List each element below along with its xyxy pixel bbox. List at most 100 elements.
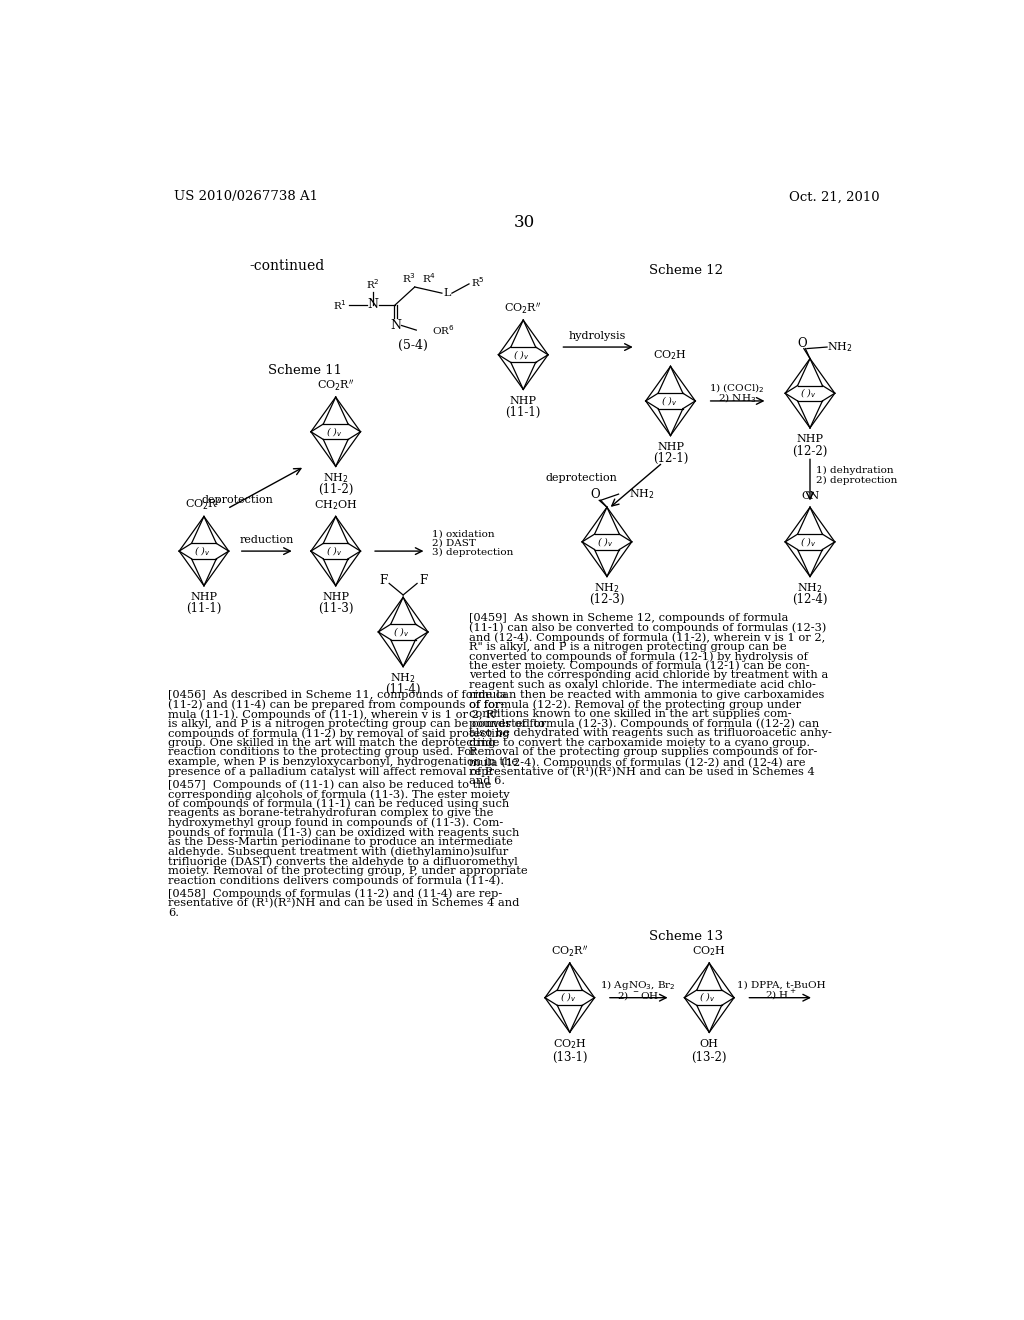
Text: 2) deprotection: 2) deprotection bbox=[816, 475, 898, 484]
Text: R$^5$: R$^5$ bbox=[471, 276, 485, 289]
Text: NHP: NHP bbox=[190, 593, 217, 602]
Text: conditions known to one skilled in the art supplies com-: conditions known to one skilled in the a… bbox=[469, 709, 792, 719]
Text: deprotection: deprotection bbox=[202, 495, 273, 506]
Text: compounds of formula (11-2) by removal of said protecting: compounds of formula (11-2) by removal o… bbox=[168, 729, 510, 739]
Text: OH: OH bbox=[699, 1039, 719, 1049]
Text: R$^3$: R$^3$ bbox=[401, 271, 416, 285]
Text: 1) oxidation: 1) oxidation bbox=[432, 529, 495, 539]
Text: (11-3): (11-3) bbox=[317, 602, 353, 615]
Text: N: N bbox=[390, 319, 400, 333]
Text: CO$_2$H: CO$_2$H bbox=[653, 348, 687, 362]
Text: (11-1): (11-1) bbox=[506, 407, 541, 418]
Text: F: F bbox=[419, 574, 427, 587]
Text: ( )$_v$: ( )$_v$ bbox=[800, 387, 817, 400]
Text: of compounds of formula (11-1) can be reduced using such: of compounds of formula (11-1) can be re… bbox=[168, 799, 510, 809]
Text: O: O bbox=[591, 487, 600, 500]
Text: reagents as borane-tetrahydrofuran complex to give the: reagents as borane-tetrahydrofuran compl… bbox=[168, 808, 494, 818]
Text: resentative of (R¹)(R²)NH and can be used in Schemes 4 and: resentative of (R¹)(R²)NH and can be use… bbox=[168, 898, 519, 908]
Text: of formula (12-2). Removal of the protecting group under: of formula (12-2). Removal of the protec… bbox=[469, 700, 801, 710]
Text: NHP: NHP bbox=[323, 593, 349, 602]
Text: mula (12-4). Compounds of formulas (12-2) and (12-4) are: mula (12-4). Compounds of formulas (12-2… bbox=[469, 758, 806, 768]
Text: ( )$_v$: ( )$_v$ bbox=[326, 425, 343, 438]
Text: CN: CN bbox=[801, 491, 819, 500]
Text: also be dehydrated with reagents such as trifluoroacetic anhy-: also be dehydrated with reagents such as… bbox=[469, 729, 831, 738]
Text: Removal of the protecting group supplies compounds of for-: Removal of the protecting group supplies… bbox=[469, 747, 817, 758]
Text: hydroxymethyl group found in compounds of (11-3). Com-: hydroxymethyl group found in compounds o… bbox=[168, 818, 504, 829]
Text: ( )$_v$: ( )$_v$ bbox=[194, 544, 211, 558]
Text: ride can then be reacted with ammonia to give carboxamides: ride can then be reacted with ammonia to… bbox=[469, 689, 824, 700]
Text: dride to convert the carboxamide moiety to a cyano group.: dride to convert the carboxamide moiety … bbox=[469, 738, 810, 748]
Text: ( )$_v$: ( )$_v$ bbox=[393, 626, 410, 639]
Text: 2) DAST: 2) DAST bbox=[432, 539, 476, 548]
Text: 2) $^-$OH: 2) $^-$OH bbox=[616, 989, 659, 1002]
Text: R$^2$: R$^2$ bbox=[366, 277, 380, 290]
Text: NH$_2$: NH$_2$ bbox=[797, 581, 823, 595]
Text: ( )$_v$: ( )$_v$ bbox=[513, 348, 530, 362]
Text: NHP: NHP bbox=[510, 396, 537, 407]
Text: Scheme 11: Scheme 11 bbox=[267, 363, 342, 376]
Text: R$^4$: R$^4$ bbox=[422, 271, 436, 285]
Text: 1) AgNO$_3$, Br$_2$: 1) AgNO$_3$, Br$_2$ bbox=[600, 978, 676, 993]
Text: Scheme 12: Scheme 12 bbox=[649, 264, 723, 277]
Text: mula (11-1). Compounds of (11-1), wherein v is 1 or 2, R": mula (11-1). Compounds of (11-1), wherei… bbox=[168, 709, 500, 719]
Text: CH$_2$OH: CH$_2$OH bbox=[313, 498, 357, 512]
Text: NH$_2$: NH$_2$ bbox=[594, 581, 620, 595]
Text: CO$_2$R$^{\prime\prime}$: CO$_2$R$^{\prime\prime}$ bbox=[316, 378, 354, 393]
Text: ( )$_v$: ( )$_v$ bbox=[597, 535, 613, 549]
Text: 1) DPPA, t-BuOH: 1) DPPA, t-BuOH bbox=[737, 981, 825, 990]
Text: NHP: NHP bbox=[657, 442, 684, 453]
Text: pounds of formula (12-3). Compounds of formula ((12-2) can: pounds of formula (12-3). Compounds of f… bbox=[469, 718, 819, 729]
Text: 3) deprotection: 3) deprotection bbox=[432, 548, 513, 557]
Text: (13-1): (13-1) bbox=[552, 1051, 588, 1064]
Text: ( )$_v$: ( )$_v$ bbox=[326, 544, 343, 558]
Text: group. One skilled in the art will match the deprotecting: group. One skilled in the art will match… bbox=[168, 738, 496, 748]
Text: NH$_2$: NH$_2$ bbox=[390, 672, 416, 685]
Text: [0459]  As shown in Scheme 12, compounds of formula: [0459] As shown in Scheme 12, compounds … bbox=[469, 612, 788, 623]
Text: [0457]  Compounds of (11-1) can also be reduced to the: [0457] Compounds of (11-1) can also be r… bbox=[168, 779, 492, 789]
Text: R" is alkyl, and P is a nitrogen protecting group can be: R" is alkyl, and P is a nitrogen protect… bbox=[469, 642, 786, 652]
Text: the ester moiety. Compounds of formula (12-1) can be con-: the ester moiety. Compounds of formula (… bbox=[469, 661, 810, 672]
Text: CO$_2$R$^{\prime\prime}$: CO$_2$R$^{\prime\prime}$ bbox=[185, 498, 223, 512]
Text: reagent such as oxalyl chloride. The intermediate acid chlo-: reagent such as oxalyl chloride. The int… bbox=[469, 680, 816, 690]
Text: aldehyde. Subsequent treatment with (diethylamino)sulfur: aldehyde. Subsequent treatment with (die… bbox=[168, 847, 509, 858]
Text: CO$_2$R$^{\prime\prime}$: CO$_2$R$^{\prime\prime}$ bbox=[551, 944, 589, 958]
Text: (11-2) and (11-4) can be prepared from compounds of for-: (11-2) and (11-4) can be prepared from c… bbox=[168, 700, 505, 710]
Text: US 2010/0267738 A1: US 2010/0267738 A1 bbox=[174, 190, 318, 203]
Text: deprotection: deprotection bbox=[546, 473, 617, 483]
Text: NH$_2$: NH$_2$ bbox=[629, 487, 654, 502]
Text: (12-1): (12-1) bbox=[653, 453, 688, 465]
Text: converted to compounds of formula (12-1) by hydrolysis of: converted to compounds of formula (12-1)… bbox=[469, 651, 808, 661]
Text: 1) dehydration: 1) dehydration bbox=[816, 466, 894, 475]
Text: reaction conditions delivers compounds of formula (11-4).: reaction conditions delivers compounds o… bbox=[168, 875, 505, 886]
Text: (12-4): (12-4) bbox=[793, 593, 827, 606]
Text: NHP: NHP bbox=[797, 434, 823, 445]
Text: OR$^6$: OR$^6$ bbox=[432, 323, 455, 337]
Text: representative of (R¹)(R²)NH and can be used in Schemes 4: representative of (R¹)(R²)NH and can be … bbox=[469, 767, 815, 777]
Text: verted to the corresponding acid chloride by treatment with a: verted to the corresponding acid chlorid… bbox=[469, 671, 828, 680]
Text: N: N bbox=[368, 298, 379, 312]
Text: O: O bbox=[798, 337, 807, 350]
Text: 6.: 6. bbox=[168, 908, 179, 917]
Text: CO$_2$H: CO$_2$H bbox=[692, 945, 726, 958]
Text: [0456]  As described in Scheme 11, compounds of formula: [0456] As described in Scheme 11, compou… bbox=[168, 689, 507, 700]
Text: ( )$_v$: ( )$_v$ bbox=[560, 991, 577, 1005]
Text: (11-1): (11-1) bbox=[186, 602, 221, 615]
Text: (5-4): (5-4) bbox=[398, 339, 428, 352]
Text: R$^1$: R$^1$ bbox=[333, 298, 346, 312]
Text: Oct. 21, 2010: Oct. 21, 2010 bbox=[790, 190, 880, 203]
Text: 2) NH$_3$: 2) NH$_3$ bbox=[718, 392, 757, 405]
Text: CO$_2$R$^{\prime\prime}$: CO$_2$R$^{\prime\prime}$ bbox=[505, 301, 542, 315]
Text: ( )$_v$: ( )$_v$ bbox=[660, 395, 678, 408]
Text: and 6.: and 6. bbox=[469, 776, 505, 787]
Text: and (12-4). Compounds of formula (11-2), wherein v is 1 or 2,: and (12-4). Compounds of formula (11-2),… bbox=[469, 632, 825, 643]
Text: (11-4): (11-4) bbox=[385, 684, 421, 696]
Text: ( )$_v$: ( )$_v$ bbox=[800, 535, 817, 549]
Text: presence of a palladium catalyst will affect removal of P.: presence of a palladium catalyst will af… bbox=[168, 767, 495, 776]
Text: 1) (COCl)$_2$: 1) (COCl)$_2$ bbox=[710, 381, 765, 396]
Text: L: L bbox=[443, 288, 451, 298]
Text: as the Dess-Martin periodinane to produce an intermediate: as the Dess-Martin periodinane to produc… bbox=[168, 837, 513, 847]
Text: (11-2): (11-2) bbox=[318, 483, 353, 496]
Text: reduction: reduction bbox=[240, 536, 294, 545]
Text: -continued: -continued bbox=[249, 259, 325, 273]
Text: moiety. Removal of the protecting group, P, under appropriate: moiety. Removal of the protecting group,… bbox=[168, 866, 528, 876]
